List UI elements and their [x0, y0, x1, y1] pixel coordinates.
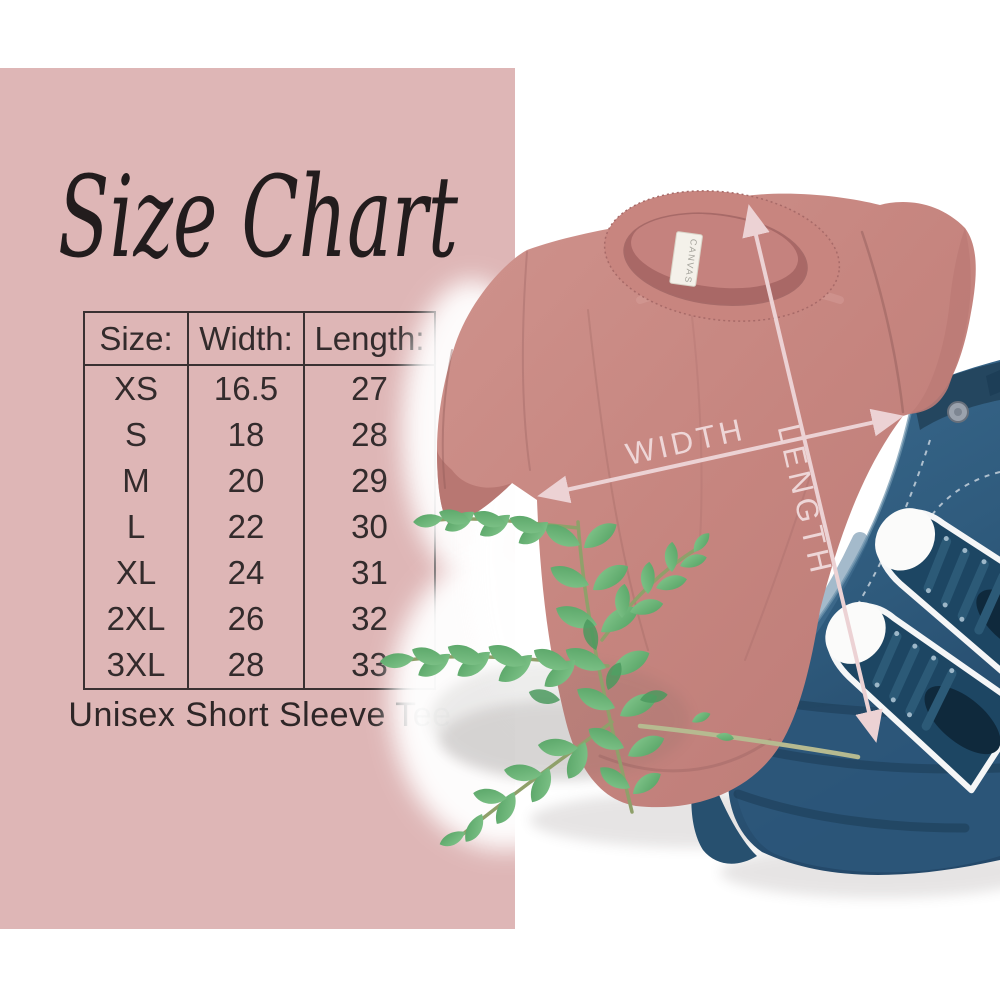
table-header-row: Size: Width: Length: — [84, 312, 435, 366]
size-chart-panel: Size Chart Size: Width: Length: XS 16.5 … — [0, 68, 515, 929]
col-header-size: Size: — [84, 312, 188, 366]
right-armhole-seam — [860, 230, 905, 414]
tshirt: CANVAS — [437, 190, 976, 808]
table-row: 3XL 28 33 — [84, 642, 435, 689]
jeans-seam-stitch — [831, 439, 931, 646]
page-title: Size Chart — [58, 153, 459, 283]
jeans-waistband — [912, 362, 1000, 430]
measurement-overlay: WIDTH LENGTH — [537, 204, 904, 743]
table-row: XS 16.5 27 — [84, 365, 435, 412]
width-arrow — [537, 408, 904, 504]
jeans-pocket-stitch — [915, 471, 1000, 543]
table-row: 2XL 26 32 — [84, 596, 435, 642]
size-table: Size: Width: Length: XS 16.5 27 S 18 28 … — [83, 311, 436, 690]
length-label: LENGTH — [771, 421, 840, 581]
col-header-length: Length: — [303, 312, 435, 366]
table-row: M 20 29 — [84, 458, 435, 504]
table-row: L 22 30 — [84, 504, 435, 550]
tshirt-body — [437, 193, 976, 808]
jeans — [691, 360, 1000, 875]
sneaker-top — [875, 508, 1000, 696]
col-header-width: Width: — [187, 312, 304, 366]
table-row: S 18 28 — [84, 412, 435, 458]
title-script-area: Size Chart — [58, 153, 459, 283]
twig-stem — [637, 723, 861, 760]
jeans-button — [947, 401, 969, 423]
collar — [603, 190, 841, 322]
sneaker-bottom — [825, 601, 1000, 794]
sneakers — [825, 508, 1000, 794]
right-sleeve-cuff — [910, 228, 971, 414]
table-row: XL 24 31 — [84, 550, 435, 596]
width-label: WIDTH — [623, 412, 749, 472]
brand-tag: CANVAS — [669, 231, 703, 287]
brand-tag-label: CANVAS — [683, 238, 699, 284]
length-arrow — [742, 204, 883, 743]
table-caption: Unisex Short Sleeve Tee — [68, 696, 452, 734]
left-armhole-seam — [521, 251, 531, 471]
jeans-belt-loop — [986, 370, 1000, 396]
sneaker-toe-cap — [875, 508, 936, 571]
sneaker-toe-cap — [825, 601, 886, 664]
ground-shadows — [440, 700, 1000, 898]
